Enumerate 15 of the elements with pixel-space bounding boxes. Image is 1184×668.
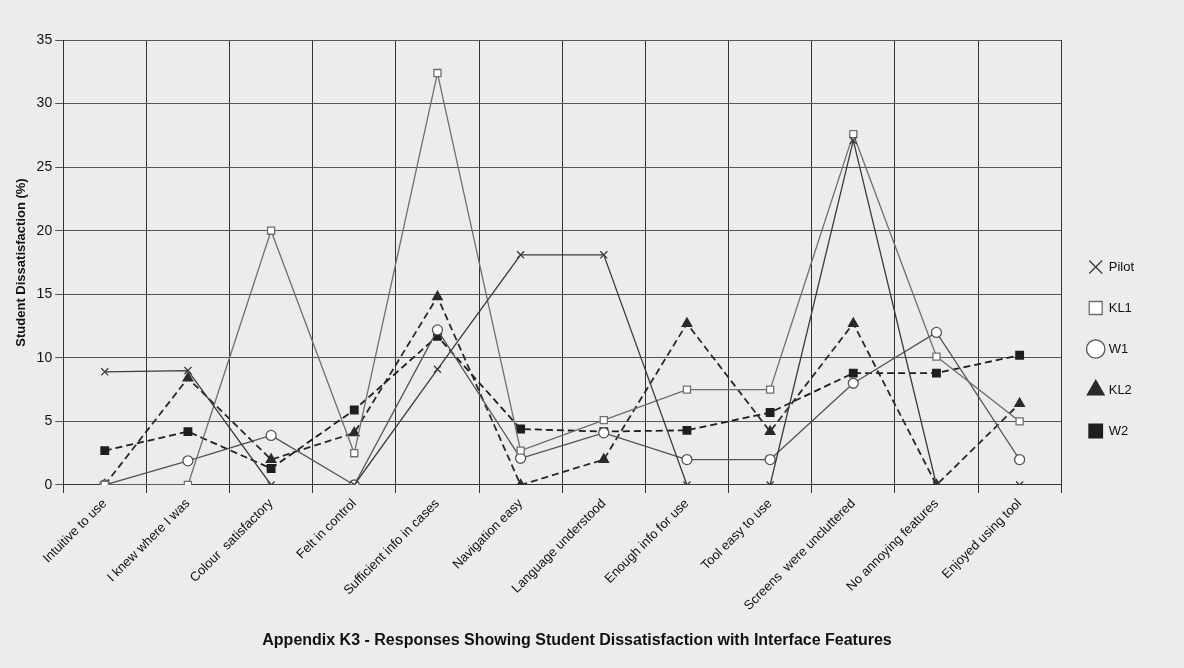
y-tick-label: 0 xyxy=(44,475,53,492)
y-tick-label: 10 xyxy=(36,348,53,365)
y-axis-title: Student Dissatisfaction (%) xyxy=(13,178,29,347)
y-tick-label: 5 xyxy=(44,412,53,429)
legend-label: KL2 xyxy=(1108,381,1132,397)
legend-label: KL1 xyxy=(1108,299,1132,315)
y-tick-label: 35 xyxy=(36,30,53,47)
legend-label: W2 xyxy=(1108,422,1129,438)
y-tick-label: 25 xyxy=(36,158,53,174)
y-tick-label: 20 xyxy=(36,221,53,238)
legend-label: W1 xyxy=(1108,340,1129,356)
text: Appendix K3 - Responses Showing Student Dissatisfaction with Interface Features xyxy=(262,630,892,648)
y-tick-label: 30 xyxy=(36,94,53,111)
y-tick-label: 15 xyxy=(36,285,53,302)
legend-label: Pilot xyxy=(1108,258,1135,274)
